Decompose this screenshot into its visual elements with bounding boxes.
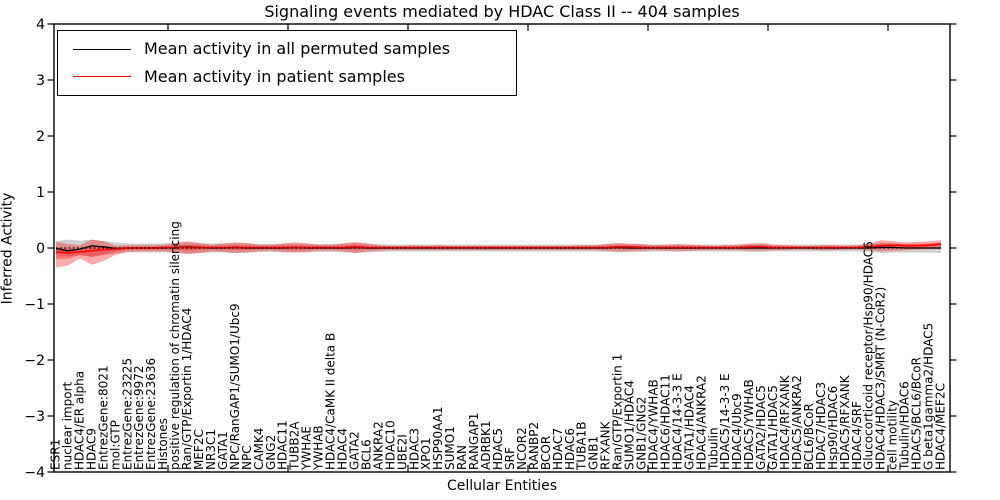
x-tick-label: HDAC5 [491, 428, 505, 470]
legend: Mean activity in all permuted samples Me… [57, 30, 517, 96]
x-tick-label: HDAC5/RFXANK [838, 374, 852, 470]
x-tick-label: EntrezGene:23636 [144, 358, 158, 470]
x-tick-label: NPC [240, 445, 254, 470]
x-tick-label: G beta1gamma2/HDAC5 [922, 323, 936, 470]
x-tick-label: Hsp90/HDAC6 [826, 386, 840, 470]
x-tick-label: Ran/GTP/Exportin 1 [611, 354, 625, 470]
x-tick-label: HDAC9 [84, 428, 98, 470]
x-tick-label: ANKRA2 [371, 421, 385, 470]
x-tick-label: GATA1 [216, 431, 230, 470]
x-tick-label: nuclear import [60, 381, 74, 470]
x-tick-label: HDAC7 [551, 428, 565, 470]
x-tick-label: EntrezGene:9972 [132, 366, 146, 471]
y-tick-label: 0 [36, 241, 45, 257]
x-tick-label: HDAC4/ER alpha [72, 371, 86, 470]
x-tick-label: HDAC5/14-3-3 E [718, 373, 732, 470]
x-tick-label: HDAC4/SRF [850, 401, 864, 470]
x-tick-label: RFXANK [599, 420, 613, 470]
permuted-line-swatch [73, 48, 131, 50]
x-tick-label: HDAC6/HDAC11 [658, 374, 672, 470]
x-tick-label: Tubulin/HDAC6 [898, 381, 912, 471]
x-tick-label: ESR1 [49, 439, 63, 470]
x-tick-label: HDAC4/RFXANK [778, 374, 792, 470]
patient-ci-band-inner [56, 242, 941, 259]
x-tick-label: EntrezGene:8021 [96, 366, 110, 471]
x-tick-label: HDAC4/Ubc9 [730, 393, 744, 470]
x-tick-label: YWHAB [312, 425, 326, 471]
x-tick-label: RANBP2 [527, 422, 541, 470]
y-tick-label: −1 [24, 297, 45, 313]
x-tick-label: GATA1/HDAC4 [682, 385, 696, 470]
y-tick-label: 3 [36, 73, 45, 89]
x-tick-label: mol:GTP [108, 420, 122, 470]
x-tick-label: HDAC5/ANKRA2 [790, 375, 804, 470]
x-tick-label: SRF [503, 447, 517, 470]
x-tick-label: RANGAP1 [467, 413, 481, 470]
x-tick-label: HDAC4/HDAC3/SMRT (N-CoR2) [874, 287, 888, 470]
x-tick-label: HSP90AA1 [431, 406, 445, 470]
x-tick-label: HDAC7/HDAC3 [814, 382, 828, 470]
x-tick-label: GNB1 [587, 436, 601, 470]
x-tick-label: TUBB2A [288, 421, 302, 471]
x-tick-label: cell motility [886, 400, 900, 470]
x-tick-label: HDAC6 [563, 428, 577, 470]
x-tick-label: Histones [156, 418, 170, 470]
x-tick-label: GATA2/HDAC5 [754, 385, 768, 470]
x-tick-label: BCL6 [359, 439, 373, 470]
y-tick-label: −4 [24, 465, 45, 481]
x-tick-label: BCL6/BCoR [802, 403, 816, 470]
patient-line-swatch [73, 76, 131, 78]
legend-item-patient: Mean activity in patient samples [73, 66, 516, 86]
x-tick-label: SUMO1 [443, 426, 457, 470]
plot-title: Signaling events mediated by HDAC Class … [264, 2, 740, 21]
x-tick-label: NCOR2 [515, 427, 529, 470]
x-axis-label: Cellular Entities [446, 478, 558, 494]
x-tick-label: NPC/RanGAP1/SUMO1/Ubc9 [228, 303, 242, 470]
y-tick-label: 4 [36, 17, 45, 33]
legend-label-permuted: Mean activity in all permuted samples [144, 39, 451, 59]
x-tick-label: HDAC4 [336, 428, 350, 470]
x-tick-label: Glucocorticoid receptor/Hsp90/HDAC6 [862, 241, 876, 470]
x-tick-label: HDAC4/14-3-3 E [670, 373, 684, 470]
x-tick-label: HDAC5/YWHAB [742, 379, 756, 470]
x-tick-label: HDAC4/MEF2C [934, 383, 948, 470]
x-tick-label: BCOR [539, 436, 553, 470]
x-tick-label: GATA1/HDAC5 [766, 385, 780, 470]
x-tick-label: NR3C1 [204, 429, 218, 470]
y-tick-label: −2 [24, 353, 45, 369]
x-tick-label: MEF2C [192, 429, 206, 470]
y-tick-label: 2 [36, 129, 45, 145]
y-tick-label: −3 [24, 409, 45, 425]
x-tick-label: positive regulation of chromatin silenci… [168, 221, 182, 470]
x-tick-label: YWHAE [300, 426, 314, 471]
x-tick-label: HDAC11 [276, 420, 290, 470]
x-tick-label: UBE2I [395, 434, 409, 470]
x-tick-label: HDAC3 [407, 428, 421, 470]
legend-label-patient: Mean activity in patient samples [144, 66, 405, 86]
x-tick-label: Ran/GTP/Exportin 1/HDAC4 [180, 308, 194, 470]
x-tick-label: SUMO1/HDAC4 [623, 380, 637, 470]
x-tick-label: TUBA1B [575, 422, 589, 471]
legend-item-permuted: Mean activity in all permuted samples [73, 40, 516, 58]
x-tick-label: GNB1/GNG2 [635, 397, 649, 470]
x-tick-label: GATA2 [347, 431, 361, 470]
x-tick-label: Tubulin [706, 427, 720, 471]
x-tick-label: HDAC4/CaMK II delta B [324, 333, 338, 470]
x-tick-label: HDAC10 [383, 420, 397, 470]
x-tick-label: EntrezGene:23225 [120, 358, 134, 470]
x-tick-label: RAN [455, 445, 469, 470]
x-tick-label: HDAC4/YWHAB [646, 379, 660, 470]
x-tick-label: ADRBK1 [479, 420, 493, 470]
x-tick-label: HDAC5/BCL6/BCoR [910, 357, 924, 470]
x-tick-label: GNG2 [264, 435, 278, 470]
patient-ci-band [56, 239, 941, 268]
x-tick-label: CAMK4 [252, 428, 266, 470]
x-tick-label: HDAC4/ANKRA2 [694, 375, 708, 470]
y-tick-label: 1 [36, 185, 45, 201]
x-tick-label: XPO1 [419, 437, 433, 470]
